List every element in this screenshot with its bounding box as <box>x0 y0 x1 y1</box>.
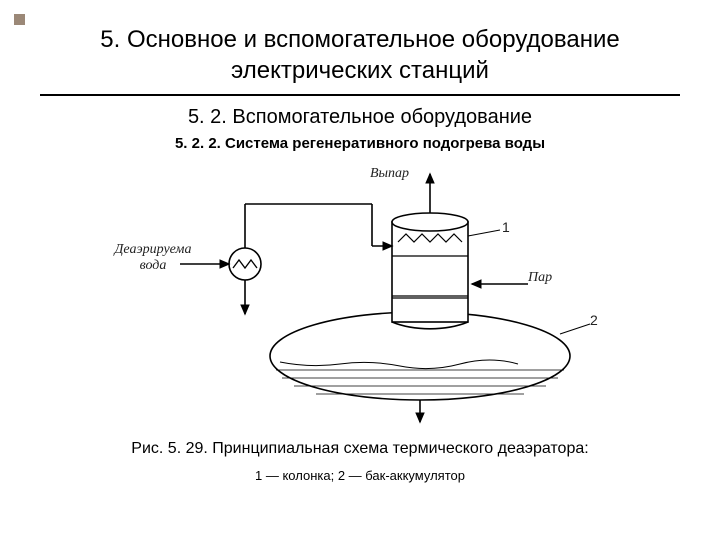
leader-1 <box>468 230 500 236</box>
slide-page: 5. Основное и вспомогательное оборудован… <box>0 0 720 540</box>
label-num-2: 2 <box>590 312 598 328</box>
label-deaer-voda-2: вода <box>140 258 167 273</box>
figure-legend: 1 — колонка; 2 — бак-аккумулятор <box>40 468 680 483</box>
pipe-valve-to-column <box>245 204 392 248</box>
title-rule <box>40 94 680 96</box>
schematic-svg <box>120 164 600 424</box>
label-deaer-voda-1: Деаэрируема <box>115 242 192 257</box>
leader-2 <box>560 324 590 334</box>
schematic-diagram: Выпар Деаэрируема вода Пар 1 2 <box>120 164 600 424</box>
corner-decoration <box>14 14 25 25</box>
column <box>392 213 468 329</box>
figure-caption: Рис. 5. 29. Принципиальная схема термиче… <box>40 440 680 458</box>
subtitle: 5. 2. Вспомогательное оборудование <box>40 106 680 129</box>
title-block: 5. Основное и вспомогательное оборудован… <box>40 24 680 86</box>
valve <box>229 248 261 280</box>
label-vypar: Выпар <box>370 166 409 182</box>
main-title-line1: 5. Основное и вспомогательное оборудован… <box>40 24 680 55</box>
sub-subtitle: 5. 2. 2. Система регенеративного подогре… <box>40 135 680 152</box>
label-par: Пар <box>528 270 552 286</box>
main-title-line2: электрических станций <box>40 55 680 86</box>
label-num-1: 1 <box>502 219 510 235</box>
